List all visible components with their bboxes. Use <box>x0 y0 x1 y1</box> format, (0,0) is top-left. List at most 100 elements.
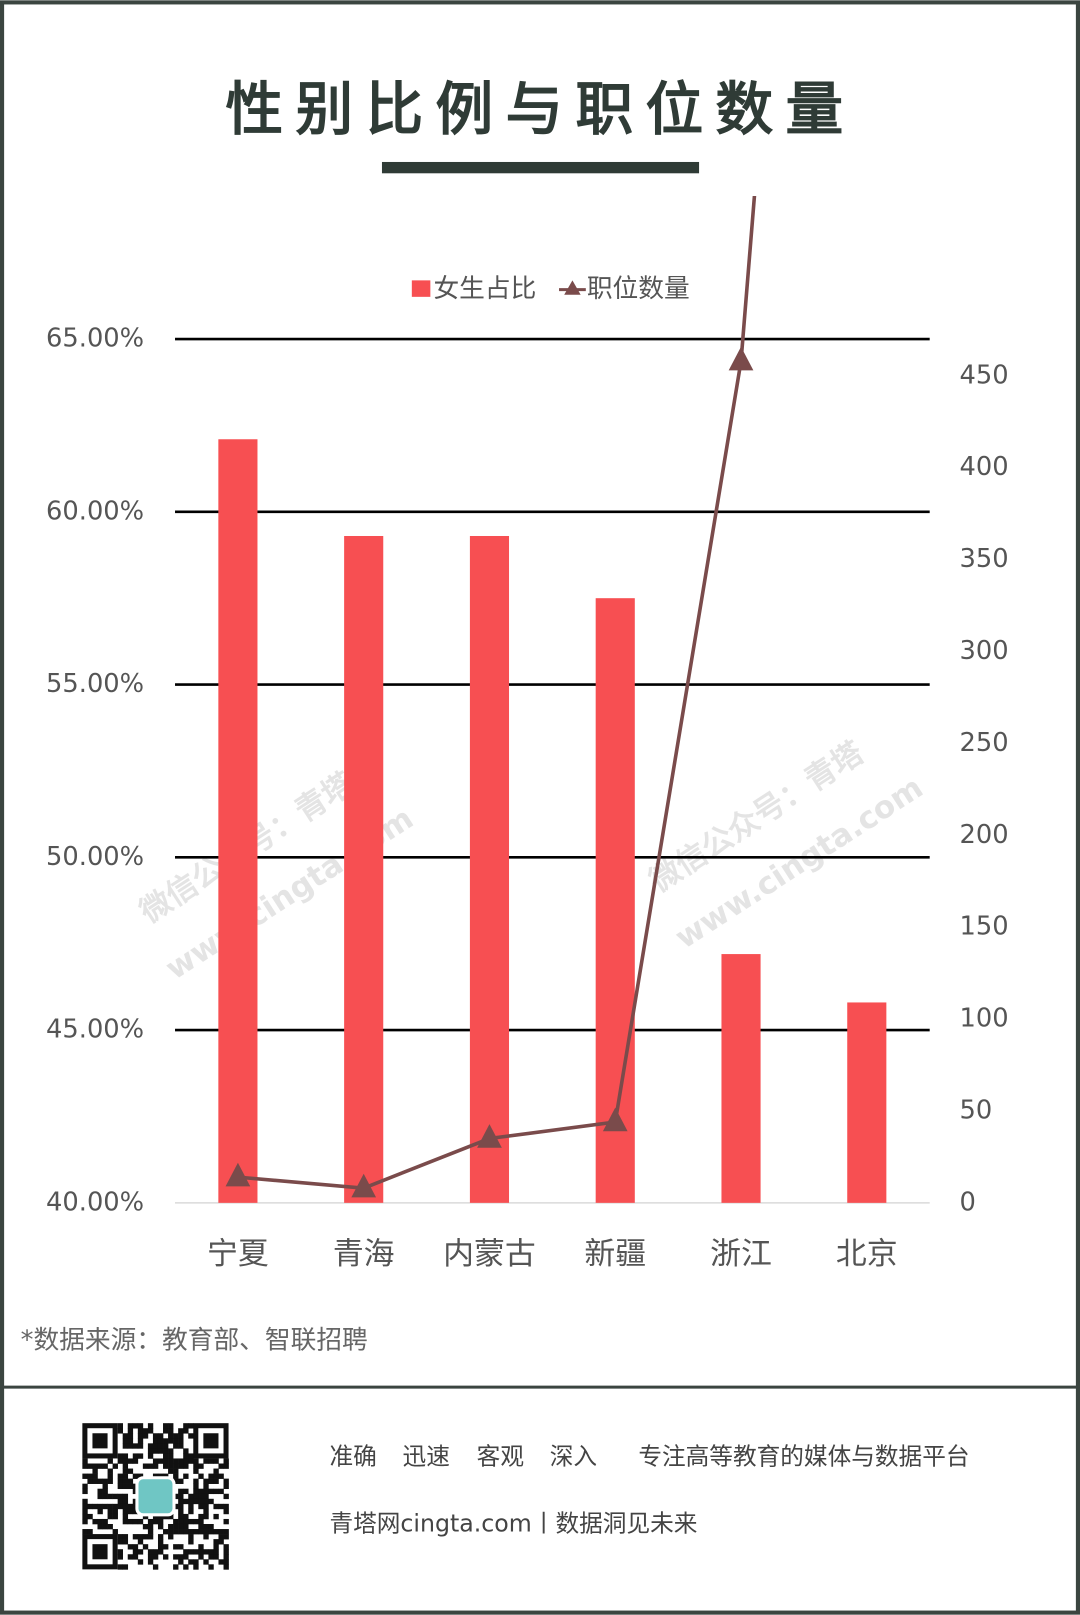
qr-cell <box>122 1458 129 1464</box>
qr-cell <box>142 1428 149 1434</box>
qr-cell <box>122 1438 129 1444</box>
qr-cell <box>218 1529 224 1535</box>
chart-title: 性别比例与职位数量 <box>226 75 856 143</box>
qr-cell <box>173 1433 179 1439</box>
qr-cell <box>137 1438 144 1444</box>
qr-cell <box>152 1513 159 1520</box>
qr-cell <box>218 1559 224 1565</box>
qr-cell <box>188 1423 194 1429</box>
qr-cell <box>157 1448 164 1454</box>
qr-cell <box>168 1448 174 1454</box>
qr-cell <box>198 1529 204 1535</box>
qr-cell <box>203 1523 209 1530</box>
qr-cell <box>178 1478 184 1484</box>
qr-cell <box>107 1473 113 1479</box>
qr-cell <box>163 1453 169 1459</box>
qr-cell <box>127 1458 134 1464</box>
qr-cell <box>147 1549 154 1555</box>
qr-cell <box>117 1458 124 1464</box>
qr-cell <box>102 1463 108 1469</box>
qr-cell <box>178 1503 184 1510</box>
qr-cell <box>193 1458 199 1464</box>
qr-cell <box>82 1463 88 1469</box>
qr-cell <box>203 1508 209 1515</box>
qr-cell <box>117 1503 124 1510</box>
qr-cell <box>97 1493 103 1500</box>
qr-cell <box>168 1529 174 1535</box>
qr-cell <box>203 1493 209 1500</box>
qr-cell <box>168 1458 174 1464</box>
qr-cell <box>152 1458 159 1464</box>
qr-cell <box>188 1458 194 1464</box>
qr-cell <box>122 1453 129 1459</box>
qr-cell <box>188 1433 194 1439</box>
qr-cell <box>198 1544 204 1550</box>
qr-cell <box>203 1483 209 1490</box>
qr-cell <box>188 1493 194 1500</box>
qr-cell <box>203 1503 209 1510</box>
qr-cell <box>223 1503 229 1510</box>
qr-cell <box>178 1554 184 1560</box>
qr-cell <box>82 1503 88 1510</box>
qr-cell <box>157 1443 164 1449</box>
qr-cell <box>92 1463 98 1469</box>
y-tick-label: 50.00% <box>46 842 144 872</box>
qr-cell <box>193 1549 199 1555</box>
y2-tick-label: 150 <box>960 912 1009 942</box>
qr-cell <box>117 1423 124 1429</box>
qr-cell <box>127 1518 134 1525</box>
qr-cell <box>102 1503 108 1510</box>
qr-cell <box>117 1564 124 1570</box>
qr-cell <box>188 1453 194 1459</box>
qr-finder <box>203 1433 219 1449</box>
qr-cell <box>82 1458 88 1464</box>
qr-cell <box>173 1564 179 1570</box>
qr-cell <box>112 1503 118 1510</box>
tagline: 专注高等教育的媒体与数据平台 <box>638 1443 969 1471</box>
qr-cell <box>147 1523 154 1530</box>
slogan: 客观 <box>477 1443 524 1471</box>
qr-cell <box>157 1549 164 1555</box>
qr-cell <box>102 1518 108 1525</box>
qr-cell <box>92 1468 98 1474</box>
qr-finder <box>193 1423 229 1459</box>
qr-cell <box>112 1493 118 1500</box>
qr-cell <box>157 1539 164 1545</box>
qr-cell <box>122 1493 129 1500</box>
qr-cell <box>173 1529 179 1535</box>
qr-cell <box>223 1463 229 1469</box>
qr-cell <box>127 1438 134 1444</box>
qr-cell <box>152 1438 159 1444</box>
x-tick-label: 北京 <box>836 1236 898 1272</box>
qr-cell <box>82 1513 88 1520</box>
qr-cell <box>122 1478 129 1484</box>
qr-cell <box>122 1468 129 1474</box>
qr-cell <box>183 1453 189 1459</box>
qr-cell <box>163 1428 169 1434</box>
qr-cell <box>213 1503 219 1510</box>
y2-tick-label: 0 <box>960 1187 976 1217</box>
qr-cell <box>173 1544 179 1550</box>
qr-cell <box>208 1554 214 1560</box>
qr-cell <box>97 1518 103 1525</box>
qr-cell <box>82 1529 88 1535</box>
x-tick-label: 青海 <box>333 1236 395 1272</box>
qr-cell <box>102 1493 108 1500</box>
bar <box>469 535 510 1203</box>
title-underline <box>381 161 700 174</box>
qr-cell <box>208 1529 214 1535</box>
qr-cell <box>213 1513 219 1520</box>
qr-cell <box>127 1478 134 1484</box>
y-tick-label: 65.00% <box>46 324 144 354</box>
qr-cell <box>188 1498 194 1505</box>
qr-cell <box>127 1428 134 1434</box>
qr-cell <box>168 1523 174 1530</box>
qr-cell <box>198 1518 204 1525</box>
qr-cell <box>188 1559 194 1565</box>
qr-cell <box>173 1463 179 1469</box>
line-marker <box>477 1124 502 1148</box>
qr-cell <box>183 1513 189 1520</box>
qr-cell <box>132 1458 139 1464</box>
bar <box>595 598 635 1203</box>
qr-cell <box>223 1544 229 1550</box>
